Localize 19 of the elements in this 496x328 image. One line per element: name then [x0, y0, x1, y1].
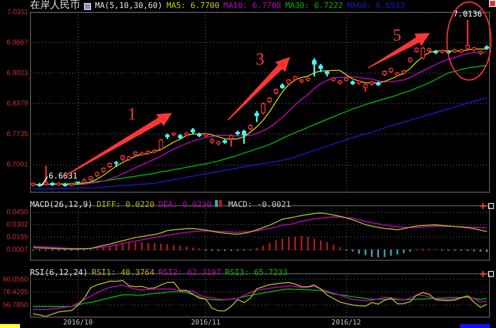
legend-title: MACD(26,12,9) — [30, 199, 93, 211]
annotation: 5 — [392, 25, 402, 44]
text: DEA: 0.0230 — [158, 199, 212, 211]
legend-title: RSI(6,12,24) — [30, 267, 88, 279]
text: MA60: 6.6933 — [347, 0, 405, 12]
text: MA5: 6.7700 — [166, 0, 220, 12]
series-label: RSI3: 65.7233 — [225, 267, 288, 279]
annotation: 6.6631 — [48, 172, 78, 181]
chart-title: 在岸人民币 — [30, 0, 80, 12]
annotation: 1 — [128, 104, 136, 124]
series-label: RSI1: 48.3764 — [92, 267, 154, 279]
legend-label: MACD: -0.0021 — [227, 199, 291, 211]
series-label: RSI2: 62.3197 — [158, 267, 222, 279]
text: MA30: 6.7222 — [285, 0, 344, 12]
annotation: 7.0136 — [453, 9, 482, 18]
legend-title: MA(5,10,30,60) — [95, 0, 162, 12]
text: DIFF: 0.0220 — [96, 199, 154, 211]
annotation: 3 — [256, 49, 264, 68]
text: MA10: 6.7708 — [223, 0, 282, 12]
